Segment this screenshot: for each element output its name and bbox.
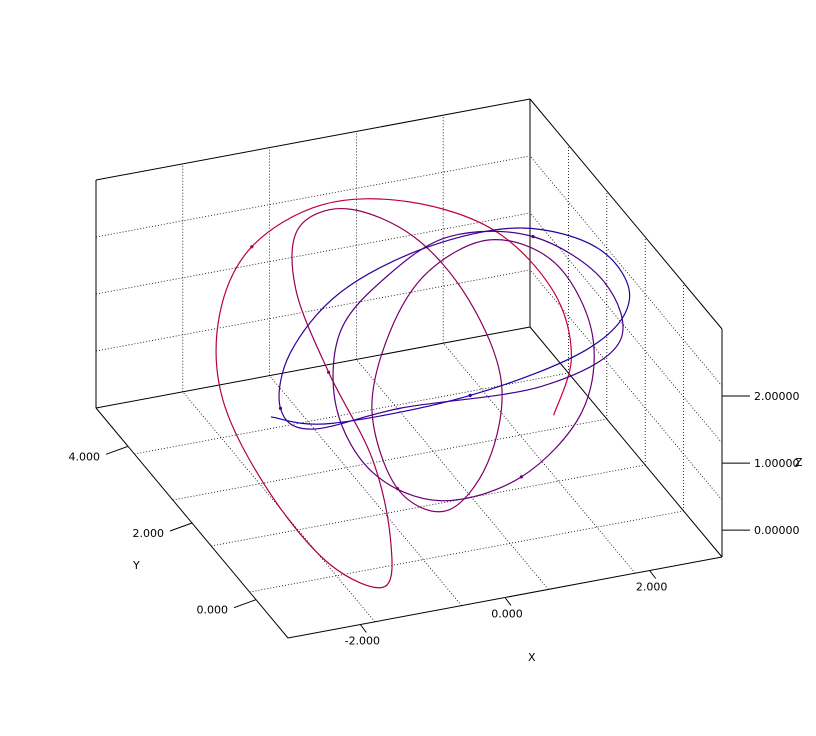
trajectory-segment [520, 227, 600, 250]
trajectory-point [396, 487, 400, 491]
trajectory-segment [279, 408, 312, 430]
trajectory-segment [552, 290, 573, 357]
x-axis-tick-label: 0.000 [491, 608, 523, 621]
x-axis-tick [504, 597, 512, 606]
trajectory-segment [371, 411, 399, 490]
trajectory-segment [291, 228, 299, 290]
z-axis-tick-label: 1.00000 [754, 457, 800, 470]
axis-ticks: -2.000 0.000 2.000 0.000 2.000 4.000 0.00000 1.… [69, 390, 800, 647]
trajectory-point [278, 406, 283, 410]
trajectory-segment [425, 227, 521, 249]
frame-edge [95, 98, 531, 181]
floor-grid-line [211, 464, 646, 547]
trajectory-segment [553, 356, 573, 416]
x-axis-tick [359, 624, 367, 633]
trajectory-segment [446, 462, 489, 512]
trajectory-series [215, 198, 631, 589]
trajectory-segment [328, 563, 385, 589]
trajectory-segment [336, 408, 374, 474]
y-axis-label: Y [132, 559, 140, 572]
trajectory-segment [339, 247, 426, 294]
trajectory-segment [487, 382, 503, 464]
y-axis-tick-label: 4.000 [69, 450, 101, 463]
trajectory-segment [494, 230, 554, 292]
trajectory-segment [428, 239, 492, 272]
trajectory-segment [267, 490, 330, 565]
y-axis-tick [233, 599, 257, 609]
trajectory-segment [440, 476, 522, 502]
trajectory-segment [587, 298, 631, 350]
z-axis-tick-label: 0.00000 [754, 524, 800, 537]
x-axis-label: X [528, 651, 536, 664]
side-wall-grid-line [529, 155, 723, 387]
z-axis-label: Z [795, 456, 803, 469]
trajectory-segment [449, 230, 534, 238]
trajectory-segment [409, 201, 495, 232]
frame-edge [529, 326, 723, 558]
trajectory-segment [215, 314, 224, 400]
trajectory-segment [521, 411, 583, 478]
y-axis-tick-label: 0.000 [197, 604, 229, 617]
floor-grid-line [442, 342, 636, 574]
trajectory-point [468, 393, 472, 397]
trajectory-segment [289, 292, 341, 354]
y-axis-tick-label: 2.000 [133, 527, 165, 540]
floor-grid-line [269, 375, 462, 606]
trajectory-segment [371, 331, 391, 412]
floor-grid-line [172, 418, 607, 501]
floor-grid-line [356, 359, 549, 590]
trajectory-segment [345, 208, 414, 237]
side-wall-grid-line [529, 212, 723, 444]
trajectory-segment [331, 394, 471, 424]
trajectory-segment [218, 246, 253, 316]
trajectory-segment [297, 208, 346, 230]
trajectory-segment [339, 276, 387, 333]
trajectory-point [519, 475, 524, 479]
frame-edge [529, 98, 723, 330]
trajectory-segment [373, 472, 442, 502]
z-axis-tick-label: 2.00000 [754, 390, 800, 403]
trajectory-segment [581, 334, 595, 413]
chart-frame [95, 98, 723, 639]
trajectory-segment [598, 248, 631, 300]
chart-grid [95, 115, 723, 623]
trajectory-segment [491, 239, 556, 264]
trajectory-segment [371, 457, 391, 537]
trajectory-segment [468, 299, 502, 383]
trajectory-segment [251, 204, 323, 248]
trajectory-segment [328, 372, 373, 458]
trajectory-segment [402, 385, 542, 409]
trajectory-segment [278, 352, 291, 409]
trajectory-segment [322, 198, 410, 206]
trajectory-segment [603, 281, 624, 344]
trajectory-segment [295, 289, 330, 373]
trajectory-segment [412, 235, 470, 300]
trajectory-segment [470, 348, 588, 396]
trajectory-segment [270, 416, 332, 425]
trajectory-segment [389, 271, 429, 333]
trajectory-point [327, 370, 331, 374]
side-wall-grid-line [529, 269, 723, 501]
y-axis-tick [105, 445, 129, 455]
trajectory-segment [384, 536, 393, 588]
floor-grid-line [182, 391, 376, 623]
y-axis-tick [169, 522, 193, 532]
floor-grid-line [249, 510, 684, 593]
trajectory-point [531, 235, 535, 239]
trajectory-point [250, 245, 254, 249]
trajectory-segment [555, 263, 593, 335]
trajectory-segment [385, 235, 450, 278]
trajectory-segment [332, 332, 341, 409]
trajectory-segment [397, 488, 447, 513]
frame-edge [95, 326, 531, 409]
trajectory-segment [222, 398, 269, 491]
x-axis-tick [649, 570, 657, 579]
x-axis-tick-label: 2.000 [636, 581, 668, 594]
trajectory-segment [540, 342, 620, 388]
x-axis-tick-label: -2.000 [345, 635, 380, 648]
trajectory-segment [532, 236, 605, 282]
